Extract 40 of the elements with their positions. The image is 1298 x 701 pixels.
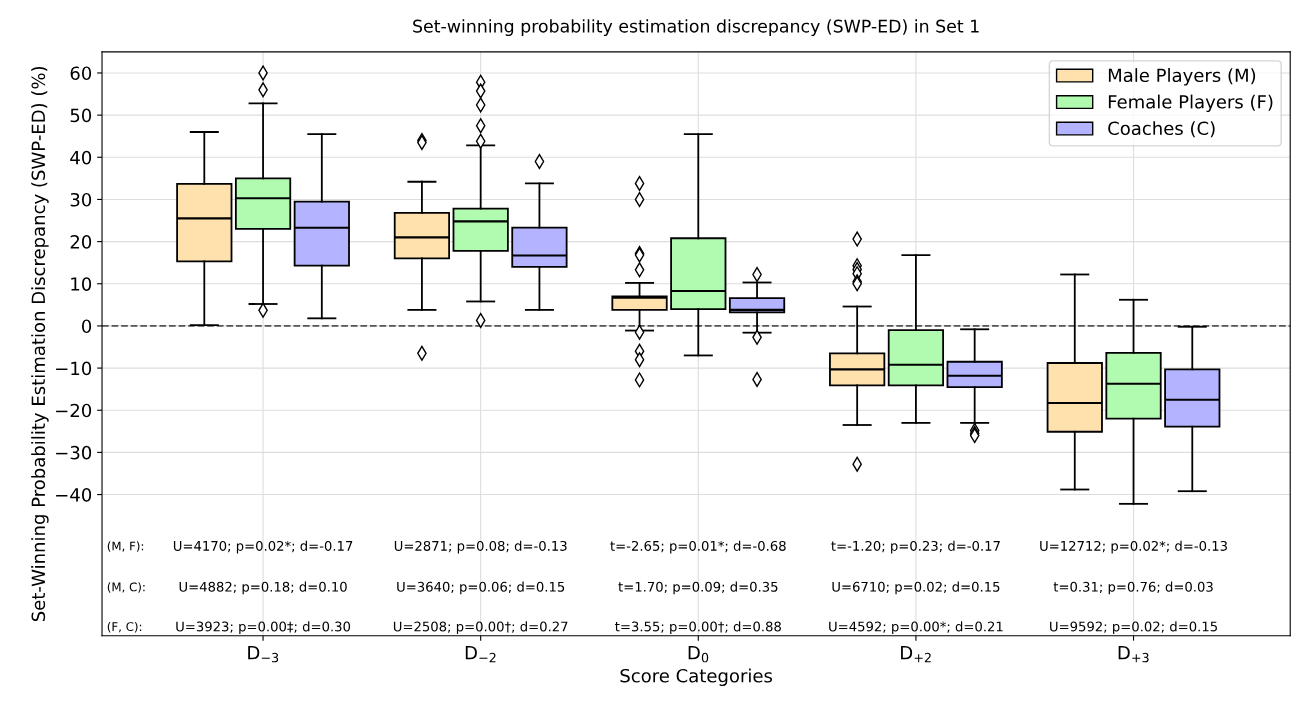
- annotation: U=3923; p=0.00‡; d=0.30: [176, 621, 351, 635]
- annotation: (F, C):: [107, 621, 142, 633]
- annotation: t=-1.20; p=0.23; d=-0.17: [831, 540, 1000, 554]
- annotation: t=1.70; p=0.09; d=0.35: [618, 581, 778, 595]
- x-tick-label: D$_{−2}$: [465, 646, 496, 663]
- y-axis-title: Set-Winning Probability Estimation Discrepancy (SWP-ED) (%): [31, 66, 49, 622]
- y-tick-label: −10: [56, 361, 92, 376]
- annotation: U=4882; p=0.18; d=0.10: [179, 581, 347, 595]
- annotation: t=3.55; p=0.00†; d=0.88: [615, 621, 781, 635]
- y-tick-label: 60: [70, 66, 92, 81]
- legend-label: Coaches (C): [1108, 121, 1215, 138]
- x-tick-label: D$_{+2}$: [901, 646, 931, 663]
- annotation: U=2508; p=0.00†; d=0.27: [393, 621, 568, 635]
- legend-label: Male Players (M): [1108, 68, 1256, 86]
- annotation: U=3640; p=0.06; d=0.15: [397, 581, 565, 595]
- annotation: U=6710; p=0.02; d=0.15: [832, 581, 1000, 595]
- annotation: (M, F):: [107, 541, 144, 552]
- annotation: t=0.31; p=0.76; d=0.03: [1053, 581, 1213, 595]
- legend-label: Female Players (F): [1108, 94, 1273, 113]
- y-tick-label: 40: [70, 150, 92, 165]
- y-tick-label: −20: [56, 403, 92, 418]
- y-tick-label: 20: [70, 235, 92, 249]
- x-tick-label: D$_{+3}$: [1118, 646, 1149, 663]
- y-tick-label: −30: [56, 445, 92, 460]
- annotation: U=2871; p=0.08; d=-0.13: [394, 540, 567, 554]
- y-tick-label: 30: [70, 192, 92, 207]
- annotation: U=12712; p=0.02*; d=-0.13: [1040, 540, 1227, 554]
- annotation: U=9592; p=0.02; d=0.15: [1050, 621, 1217, 635]
- annotation: U=4170; p=0.02*; d=-0.17: [173, 540, 353, 554]
- annotation: (M, C):: [107, 582, 145, 593]
- annotation: t=-2.65; p=0.01*; d=-0.68: [610, 540, 786, 554]
- x-tick-label: D$_{−3}$: [248, 646, 279, 663]
- annotation: U=4592; p=0.00*; d=0.21: [829, 621, 1003, 635]
- x-tick-label: D$_{0}$: [688, 646, 709, 663]
- y-tick-label: 10: [71, 277, 92, 291]
- x-axis-title: Score Categories: [620, 668, 773, 687]
- chart-title: Set-winning probability estimation discrepancy (SWP-ED) in Set 1: [413, 19, 979, 37]
- y-tick-label: −40: [56, 488, 92, 502]
- y-tick-label: 50: [70, 108, 92, 123]
- y-tick-label: 0: [82, 319, 92, 334]
